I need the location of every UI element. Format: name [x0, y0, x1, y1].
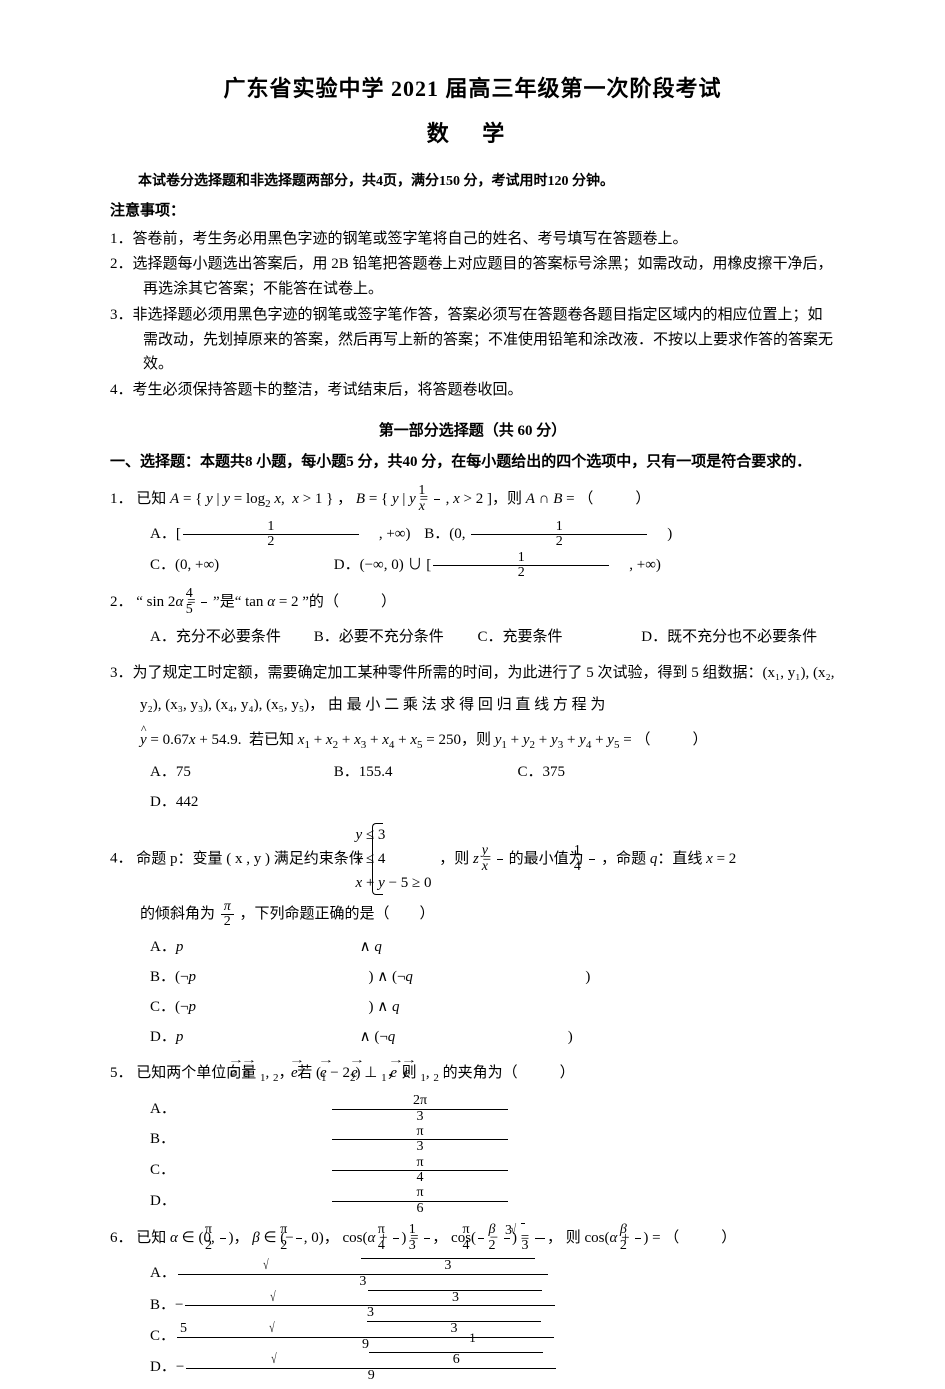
constraint-cases: y ≤ 3 x ≤ 4 x + y − 5 ≥ 0	[372, 823, 432, 895]
q5-stem: 已知两个单位向量 e1, e2， 若 (e1 − 2e2) ⊥ e1，则 e1,…	[133, 1065, 579, 1081]
q4-stem-line2: 的倾斜角为 π2 ，下列命题正确的是（ ）	[110, 899, 835, 930]
q3-choice-a: A．75	[150, 757, 320, 787]
q6-choice-a: A．√33	[150, 1258, 568, 1289]
q4-choice-c: C．(¬p) ∧ q	[150, 992, 572, 1022]
q1-num: 1．	[110, 491, 133, 507]
notice-item: 1．答卷前，考生务必用黑色字迹的钢笔或签字笔将自己的姓名、考号填写在答题卷上。	[110, 227, 835, 252]
q6-choices: A．√33 B．−√33 C．5√39 D．−√69	[150, 1258, 835, 1384]
q6-choice-d: D．−√69	[150, 1352, 576, 1383]
subject-title: 数 学	[110, 115, 835, 152]
question-3: 3．为了规定工时定额，需要确定加工某种零件所需的时间，为此进行了 5 次试验，得…	[110, 658, 835, 721]
q4-stem: 命题 p：变量 ( x , y ) 满足约束条件 y ≤ 3 x ≤ 4 x +…	[133, 851, 737, 867]
notice-list: 1．答卷前，考生务必用黑色字迹的钢笔或签字笔将自己的姓名、考号填写在答题卷上。 …	[110, 227, 835, 403]
notice-item: 4．考生必须保持答题卡的整洁，考试结束后，将答题卷收回。	[110, 378, 835, 403]
notice-item: 2．选择题每小题选出答案后，用 2B 铅笔把答题卷上对应题目的答案标号涂黑；如需…	[110, 252, 835, 302]
blank-paren: （ ）	[578, 491, 654, 507]
q3-stem-line2: y = 0.67x + 54.9. 若已知 x1 + x2 + x3 + x4 …	[110, 725, 835, 755]
q2-choice-c: C．充要条件	[478, 622, 628, 652]
exam-page: 广东省实验中学 2021 届高三年级第一次阶段考试 数 学 本试卷分选择题和非选…	[0, 0, 945, 1389]
q4-choice-a: A．p ∧ q	[150, 932, 554, 962]
notice-header: 注意事项：	[110, 199, 835, 225]
page-number: 1	[0, 1327, 945, 1349]
notice-item: 3．非选择题必须用黑色字迹的钢笔或签字笔作答，答案必须写在答题卷各题目指定区域内…	[110, 303, 835, 377]
q4-num: 4．	[110, 851, 133, 867]
q2-choice-a: A．充分不必要条件	[150, 622, 300, 652]
q6-choice-b: B．−√33	[150, 1290, 575, 1321]
intro-line: 本试卷分选择题和非选择题两部分，共4页，满分150 分，考试用时120 分钟。	[110, 171, 835, 193]
q3-choice-c: C．375	[518, 757, 688, 787]
q3-num: 3．	[110, 665, 133, 681]
question-4: 4． 命题 p：变量 ( x , y ) 满足约束条件 y ≤ 3 x ≤ 4 …	[110, 823, 835, 895]
q5-choice-a: A．2π3	[150, 1094, 528, 1125]
q4-choice-d: D．p ∧ (¬q)	[150, 1022, 573, 1052]
q4-choices: A．p ∧ q B．(¬p) ∧ (¬q) C．(¬p) ∧ q D．p ∧ (…	[150, 932, 835, 1052]
q3-stem: 为了规定工时定额，需要确定加工某种零件所需的时间，为此进行了 5 次试验，得到 …	[133, 665, 835, 713]
q5-choice-c: C．π4	[150, 1155, 528, 1186]
q5-num: 5．	[110, 1065, 133, 1081]
question-6: 6． 已知 α ∈ (0, π2)， β ∈ (−π2, 0)， cos(α +…	[110, 1223, 835, 1255]
part1-subheader: 一、选择题：本题共8 小题，每小题5 分，共40 分，在每小题给出的四个选项中，…	[110, 450, 835, 476]
q2-stem: “ sin 2α = 45 ”是“ tan α = 2 ”的（ ）	[133, 594, 400, 610]
q5-choice-b: B．π3	[150, 1124, 528, 1155]
q1-choice-c: C．(0, +∞)	[150, 550, 320, 580]
q1-choices: A．[12, +∞) B．(0, 12) C．(0, +∞) D．(−∞, 0)…	[150, 519, 835, 581]
q6-num: 6．	[110, 1230, 133, 1246]
q6-stem: 已知 α ∈ (0, π2)， β ∈ (−π2, 0)， cos(α + π4…	[133, 1230, 741, 1246]
q1-choice-d: D．(−∞, 0) ∪ [12, +∞)	[334, 550, 661, 581]
q1-choice-a: A．[12, +∞)	[150, 519, 410, 550]
q2-num: 2．	[110, 594, 133, 610]
q2-choices: A．充分不必要条件 B．必要不充分条件 C．充要条件 D．既不充分也不必要条件	[150, 622, 835, 652]
q3-choices: A．75 B．155.4 C．375 D．442	[150, 757, 835, 817]
q2-choice-d: D．既不充分也不必要条件	[641, 622, 817, 652]
question-5: 5． 已知两个单位向量 e1, e2， 若 (e1 − 2e2) ⊥ e1，则 …	[110, 1058, 835, 1090]
q3-choice-b: B．155.4	[334, 757, 504, 787]
q5-choice-d: D．π6	[150, 1186, 528, 1217]
question-2: 2． “ sin 2α = 45 ”是“ tan α = 2 ”的（ ）	[110, 587, 835, 619]
q4-choice-b: B．(¬p) ∧ (¬q)	[150, 962, 590, 992]
part1-title: 第一部分选择题（共 60 分）	[110, 419, 835, 445]
q3-choice-d: D．442	[150, 787, 320, 817]
q1-choice-b: B．(0, 12)	[424, 519, 672, 550]
q2-choice-b: B．必要不充分条件	[314, 622, 464, 652]
question-1: 1． 已知 A = { y | y = log2 x, x > 1 } ， B …	[110, 484, 835, 516]
q1-stem: 已知 A = { y | y = log2 x, x > 1 } ， B = {…	[133, 491, 655, 507]
q5-choices: A．2π3 B．π3 C．π4 D．π6	[150, 1094, 835, 1217]
main-title: 广东省实验中学 2021 届高三年级第一次阶段考试	[110, 70, 835, 107]
